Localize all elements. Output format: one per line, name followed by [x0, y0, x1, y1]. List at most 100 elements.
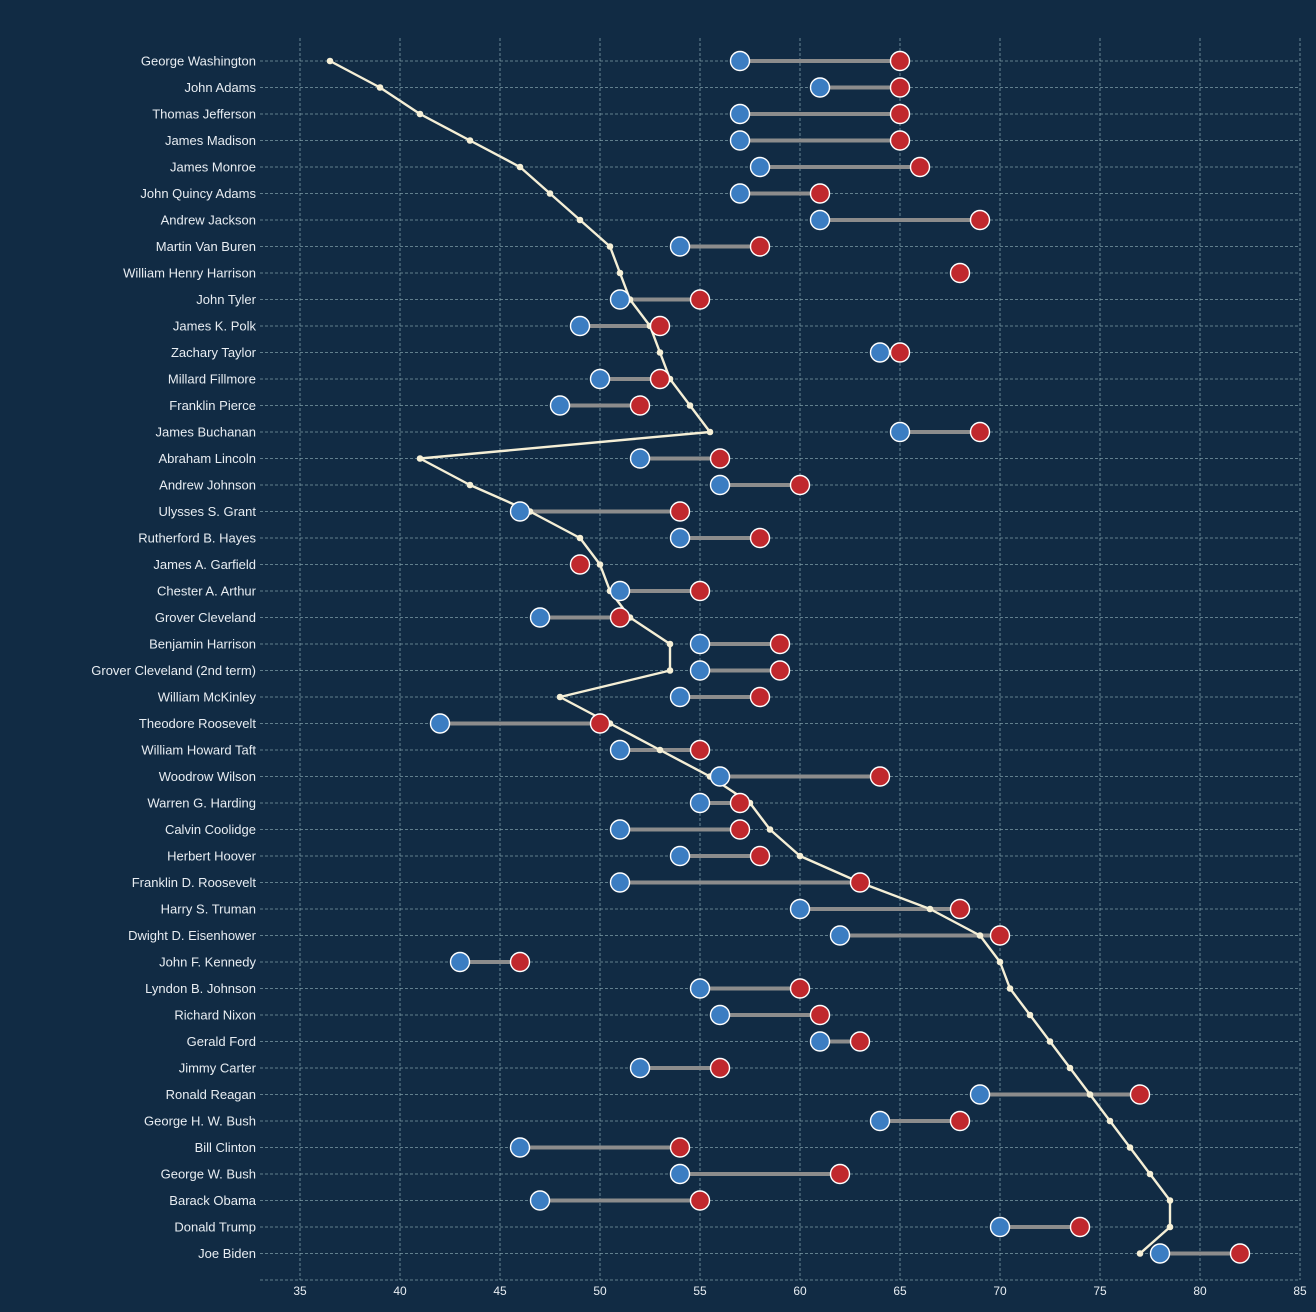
end-marker	[949, 262, 971, 284]
x-tick-label: 45	[493, 1284, 507, 1298]
trend-point	[606, 243, 614, 250]
trend-point	[1066, 1064, 1074, 1072]
start-marker	[869, 1110, 891, 1132]
end-marker	[1129, 1084, 1151, 1105]
row-label: George H. W. Bush	[144, 1114, 256, 1129]
row-label: Barack Obama	[169, 1193, 256, 1208]
end-marker	[769, 660, 791, 681]
start-marker	[669, 845, 691, 867]
end-marker	[509, 951, 531, 973]
trend-point	[576, 534, 584, 542]
trend-point	[466, 481, 474, 489]
row-label: Calvin Coolidge	[165, 822, 256, 837]
trend-point	[706, 428, 714, 436]
end-marker	[709, 1057, 731, 1079]
start-marker	[609, 872, 631, 893]
trend-point	[416, 110, 424, 118]
trend-point	[1136, 1250, 1144, 1257]
row-label: George Washington	[141, 54, 256, 69]
trend-point	[666, 667, 674, 674]
row-label: William Howard Taft	[141, 743, 256, 758]
row-label: James A. Garfield	[153, 557, 256, 572]
end-marker	[849, 1031, 871, 1052]
start-marker	[669, 1163, 691, 1185]
trend-point	[686, 402, 694, 409]
end-marker	[789, 474, 811, 496]
start-marker	[709, 766, 731, 787]
row-label: Gerald Ford	[187, 1034, 256, 1049]
start-marker	[749, 156, 771, 178]
x-tick-label: 70	[993, 1284, 1007, 1298]
start-marker	[669, 686, 691, 708]
x-tick-label: 80	[1193, 1284, 1207, 1298]
trend-point	[766, 826, 774, 833]
end-marker	[729, 819, 751, 840]
trend-point	[1106, 1117, 1114, 1125]
trend-point	[1026, 1011, 1034, 1019]
row-label: John Quincy Adams	[140, 186, 256, 201]
row-label: Benjamin Harrison	[149, 637, 256, 652]
row-label: Lyndon B. Johnson	[145, 981, 256, 996]
end-marker	[809, 183, 831, 204]
end-marker	[809, 1004, 831, 1026]
x-tick-label: 65	[893, 1284, 907, 1298]
start-marker	[429, 713, 451, 734]
trend-point	[546, 190, 554, 197]
start-marker	[629, 448, 651, 469]
row-label: John F. Kennedy	[159, 955, 256, 970]
start-marker	[729, 50, 751, 72]
end-marker	[969, 421, 991, 443]
end-marker	[789, 978, 811, 999]
end-marker	[1069, 1216, 1091, 1238]
start-marker	[789, 898, 811, 920]
row-label: Dwight D. Eisenhower	[128, 928, 257, 943]
start-marker	[529, 607, 551, 628]
end-marker	[949, 898, 971, 920]
start-marker	[689, 792, 711, 814]
grid	[260, 38, 1301, 1281]
trend-point	[1046, 1038, 1054, 1045]
end-marker	[649, 368, 671, 390]
row-label: William Henry Harrison	[123, 266, 256, 281]
row-label: Andrew Jackson	[161, 213, 256, 228]
row-label: John Tyler	[196, 292, 256, 307]
row-label: Joe Biden	[198, 1246, 256, 1261]
x-tick-label: 40	[393, 1284, 407, 1298]
row-label: Donald Trump	[174, 1220, 256, 1235]
row-label: Franklin D. Roosevelt	[132, 875, 257, 890]
trend-point	[326, 57, 334, 65]
end-marker	[889, 342, 911, 363]
trend-point	[376, 84, 384, 91]
end-marker	[769, 633, 791, 655]
trend-point	[616, 269, 624, 277]
start-marker	[729, 103, 751, 125]
row-label: Harry S. Truman	[161, 902, 256, 917]
x-tick-label: 35	[293, 1284, 307, 1298]
end-marker	[889, 77, 911, 98]
start-marker	[509, 1137, 531, 1158]
x-tick-label: 55	[693, 1284, 707, 1298]
end-marker	[689, 739, 711, 761]
end-marker	[949, 1110, 971, 1132]
trend-point	[576, 216, 584, 224]
start-marker	[689, 633, 711, 655]
end-marker	[609, 607, 631, 628]
trend-point	[796, 852, 804, 860]
start-marker	[709, 1004, 731, 1026]
start-marker	[609, 289, 631, 310]
end-marker	[1229, 1243, 1251, 1264]
end-marker	[669, 1137, 691, 1158]
trend-point	[1146, 1170, 1154, 1178]
end-marker	[829, 1163, 851, 1185]
end-marker	[869, 766, 891, 787]
start-marker	[689, 660, 711, 681]
row-label: Jimmy Carter	[179, 1061, 257, 1076]
start-marker	[669, 236, 691, 257]
row-label: William McKinley	[158, 690, 257, 705]
row-label: George W. Bush	[161, 1167, 256, 1182]
row-label: Grover Cleveland	[155, 610, 256, 625]
trend-point	[596, 561, 604, 568]
row-label: Chester A. Arthur	[157, 584, 257, 599]
start-marker	[609, 580, 631, 602]
